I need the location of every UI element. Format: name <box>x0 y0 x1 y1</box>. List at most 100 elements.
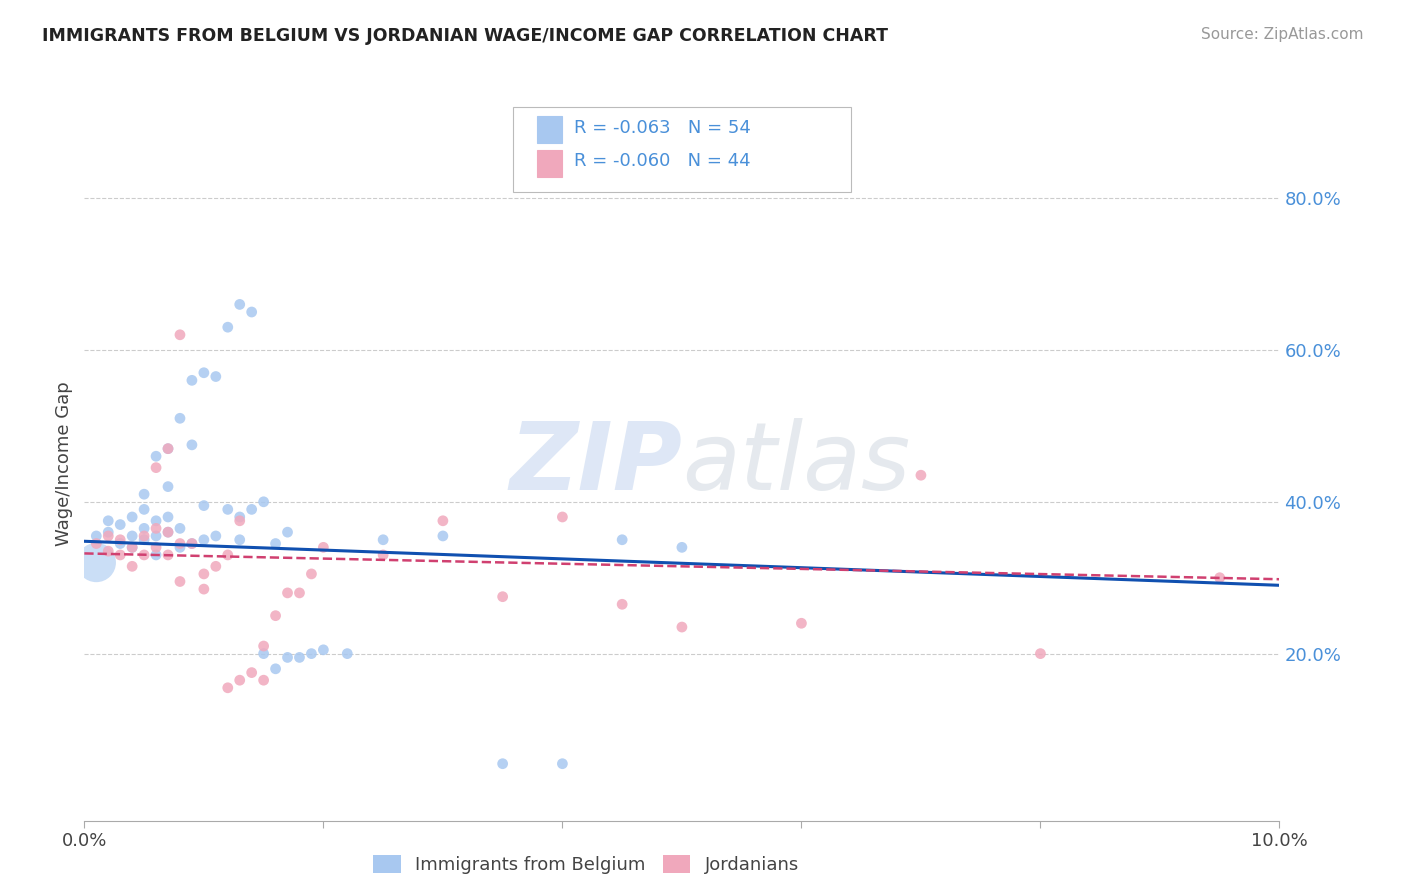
Point <box>110 536 132 550</box>
Text: IMMIGRANTS FROM BELGIUM VS JORDANIAN WAGE/INCOME GAP CORRELATION CHART: IMMIGRANTS FROM BELGIUM VS JORDANIAN WAG… <box>42 27 889 45</box>
Legend: Immigrants from Belgium, Jordanians: Immigrants from Belgium, Jordanians <box>364 846 808 883</box>
Point <box>193 566 215 581</box>
Text: ZIP: ZIP <box>509 417 682 510</box>
Point <box>145 521 167 535</box>
Point <box>169 521 191 535</box>
Point <box>312 541 335 555</box>
Point <box>169 411 191 425</box>
Point <box>492 756 515 771</box>
Text: R = -0.063   N = 54: R = -0.063 N = 54 <box>574 119 751 136</box>
Point <box>301 566 323 581</box>
Point <box>610 597 633 611</box>
Point <box>790 616 813 631</box>
Point <box>240 665 263 680</box>
Point <box>217 502 239 516</box>
Point <box>371 533 394 547</box>
Y-axis label: Wage/Income Gap: Wage/Income Gap <box>55 382 73 546</box>
Point <box>205 529 228 543</box>
Point <box>288 586 311 600</box>
Point <box>371 548 394 562</box>
Point <box>157 548 180 562</box>
Point <box>180 438 204 452</box>
Point <box>336 647 359 661</box>
Point <box>671 541 693 555</box>
Point <box>277 650 299 665</box>
Point <box>180 536 204 550</box>
Point <box>228 673 252 688</box>
Point <box>228 510 252 524</box>
Point <box>145 449 167 463</box>
Point <box>228 514 252 528</box>
Point <box>132 533 156 547</box>
Point <box>132 529 156 543</box>
Point <box>492 590 515 604</box>
Point <box>217 681 239 695</box>
Point <box>910 468 932 483</box>
Point <box>157 480 180 494</box>
Point <box>145 529 167 543</box>
Text: atlas: atlas <box>682 418 910 509</box>
Point <box>551 756 574 771</box>
Point <box>86 536 108 550</box>
Point <box>132 502 156 516</box>
Point <box>253 647 276 661</box>
Point <box>145 541 167 555</box>
Point <box>145 460 167 475</box>
Point <box>205 369 228 384</box>
Point <box>110 548 132 562</box>
Point <box>264 536 287 550</box>
Point <box>205 559 228 574</box>
Point <box>97 544 120 558</box>
Point <box>193 582 215 596</box>
Point <box>169 327 191 342</box>
Point <box>97 514 120 528</box>
Point <box>157 442 180 456</box>
Point <box>121 541 143 555</box>
Point <box>169 541 191 555</box>
Point <box>228 297 252 311</box>
Point <box>312 643 335 657</box>
Point <box>277 525 299 540</box>
Point <box>217 548 239 562</box>
Point <box>1208 571 1232 585</box>
Point <box>253 673 276 688</box>
Point <box>240 502 263 516</box>
Point <box>121 510 143 524</box>
Point <box>157 525 180 540</box>
Point <box>121 541 143 555</box>
Point <box>193 533 215 547</box>
Point <box>1029 647 1052 661</box>
Point <box>301 647 323 661</box>
Point <box>97 525 120 540</box>
Point <box>610 533 633 547</box>
Point <box>432 514 454 528</box>
Point <box>671 620 693 634</box>
Point <box>228 533 252 547</box>
Text: R = -0.060   N = 44: R = -0.060 N = 44 <box>574 153 751 170</box>
Point <box>169 536 191 550</box>
Point <box>132 521 156 535</box>
Point <box>145 514 167 528</box>
Point <box>121 559 143 574</box>
Point <box>180 373 204 387</box>
Point <box>121 529 143 543</box>
Text: Source: ZipAtlas.com: Source: ZipAtlas.com <box>1201 27 1364 42</box>
Point <box>132 487 156 501</box>
Point <box>157 510 180 524</box>
Point <box>288 650 311 665</box>
Point <box>217 320 239 334</box>
Point <box>432 529 454 543</box>
Point <box>86 556 108 570</box>
Point <box>193 499 215 513</box>
Point <box>169 574 191 589</box>
Point <box>145 548 167 562</box>
Point <box>193 366 215 380</box>
Point <box>86 529 108 543</box>
Point <box>132 548 156 562</box>
Point <box>157 525 180 540</box>
Point <box>240 305 263 319</box>
Point <box>157 442 180 456</box>
Point <box>253 495 276 509</box>
Point <box>551 510 574 524</box>
Point <box>264 662 287 676</box>
